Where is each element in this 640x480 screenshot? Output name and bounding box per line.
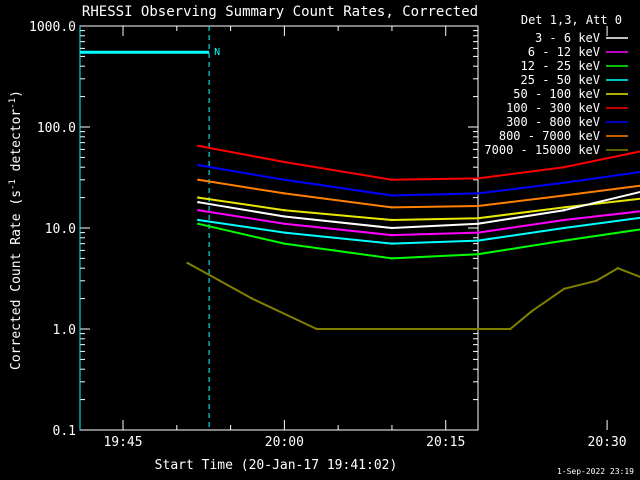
series-point	[283, 178, 286, 182]
legend-label: 100 - 300 keV	[506, 101, 600, 115]
y-axis-label-sup2: -1	[8, 98, 18, 109]
series-point	[197, 201, 200, 204]
legend-label: 7000 - 15000 keV	[484, 143, 600, 157]
series-point	[250, 297, 254, 300]
series-point	[283, 222, 286, 226]
series-point	[283, 192, 286, 195]
series-point	[476, 222, 480, 226]
series-point	[283, 209, 286, 212]
series-point	[390, 242, 394, 245]
series-point	[197, 144, 200, 148]
series-line	[198, 190, 640, 229]
timestamp: 1-Sep-2022 23:19	[557, 467, 634, 476]
y-axis-label: Corrected Count Rate (s-1 detector-1)	[8, 90, 24, 370]
series-point	[616, 266, 620, 270]
x-axis-label: Start Time (20-Jan-17 19:41:02)	[155, 458, 398, 473]
legend-label: 300 - 800 keV	[506, 115, 600, 129]
series-point	[476, 239, 480, 242]
series-point	[390, 178, 394, 182]
series-point	[476, 177, 480, 180]
series-point	[197, 218, 200, 222]
y-axis-label-end: )	[9, 90, 24, 98]
series-point	[390, 226, 394, 230]
y-tick-label: 10.0	[45, 222, 76, 237]
x-tick-label: 19:45	[103, 435, 142, 450]
series-point	[562, 181, 566, 185]
series-point	[562, 287, 566, 291]
plot-area: 1000.0 100.0 10.0 1.0 0.1 19:45 20:00 20:15 20:3…	[29, 20, 640, 450]
x-tick-label: 20:00	[265, 435, 304, 450]
series-line	[198, 144, 640, 181]
series-point	[283, 231, 286, 234]
series-point	[390, 257, 394, 260]
series-point	[509, 327, 512, 331]
series-point	[476, 192, 480, 195]
series-point	[390, 206, 394, 209]
series-point	[562, 209, 566, 212]
series-point	[562, 194, 566, 197]
series-point	[186, 261, 189, 265]
legend-label: 6 - 12 keV	[528, 45, 600, 59]
series-point	[530, 310, 533, 313]
series-point	[476, 217, 480, 220]
y-tick-label: 1000.0	[29, 20, 76, 35]
series-point	[476, 231, 480, 234]
legend-header: Det 1,3, Att 0	[521, 13, 622, 27]
series-point	[476, 253, 480, 256]
series-line	[198, 222, 640, 260]
series-point	[390, 194, 394, 197]
series-point	[218, 279, 222, 283]
legend-label: 800 - 7000 keV	[499, 129, 600, 143]
series-line	[198, 196, 640, 221]
series-point	[390, 233, 394, 237]
y-tick-label: 100.0	[37, 121, 76, 136]
series-point	[476, 204, 480, 208]
series-line	[198, 209, 640, 237]
series-point	[444, 327, 447, 331]
y-axis-label-mid: detector	[9, 109, 24, 180]
axes-frame	[79, 25, 479, 431]
y-tick-label: 1.0	[53, 323, 76, 338]
y-tick-label: 0.1	[53, 424, 76, 439]
legend-label: 25 - 50 keV	[521, 73, 600, 87]
series-point	[562, 206, 566, 209]
series-point	[197, 163, 200, 167]
y-axis-label-sup1: -1	[8, 179, 18, 190]
series-point	[283, 215, 286, 218]
series-point	[197, 178, 200, 182]
series-point	[562, 165, 566, 169]
series-point	[283, 160, 286, 164]
y-axis-label-main: Corrected Count Rate (s	[9, 190, 24, 370]
flag-label-n: N	[214, 47, 220, 58]
series-point	[283, 242, 286, 245]
legend-label: 50 - 100 keV	[513, 87, 600, 101]
series-point	[390, 218, 394, 222]
series-point	[595, 279, 598, 283]
legend-label: 3 - 6 keV	[535, 31, 600, 45]
chart-title: RHESSI Observing Summary Count Rates, Co…	[82, 4, 478, 20]
series-point	[562, 226, 566, 230]
series-line	[198, 178, 640, 209]
series-line	[198, 164, 640, 197]
series-point	[197, 222, 200, 226]
x-tick-label: 20:15	[426, 435, 465, 450]
series-point	[315, 327, 318, 331]
series-line	[187, 262, 640, 330]
series-point	[562, 239, 566, 242]
series-point	[562, 218, 566, 222]
series-line	[198, 216, 640, 245]
series-point	[197, 209, 200, 212]
x-tick-label: 20:30	[588, 435, 627, 450]
legend-label: 12 - 25 keV	[521, 59, 600, 73]
series-point	[197, 196, 200, 199]
